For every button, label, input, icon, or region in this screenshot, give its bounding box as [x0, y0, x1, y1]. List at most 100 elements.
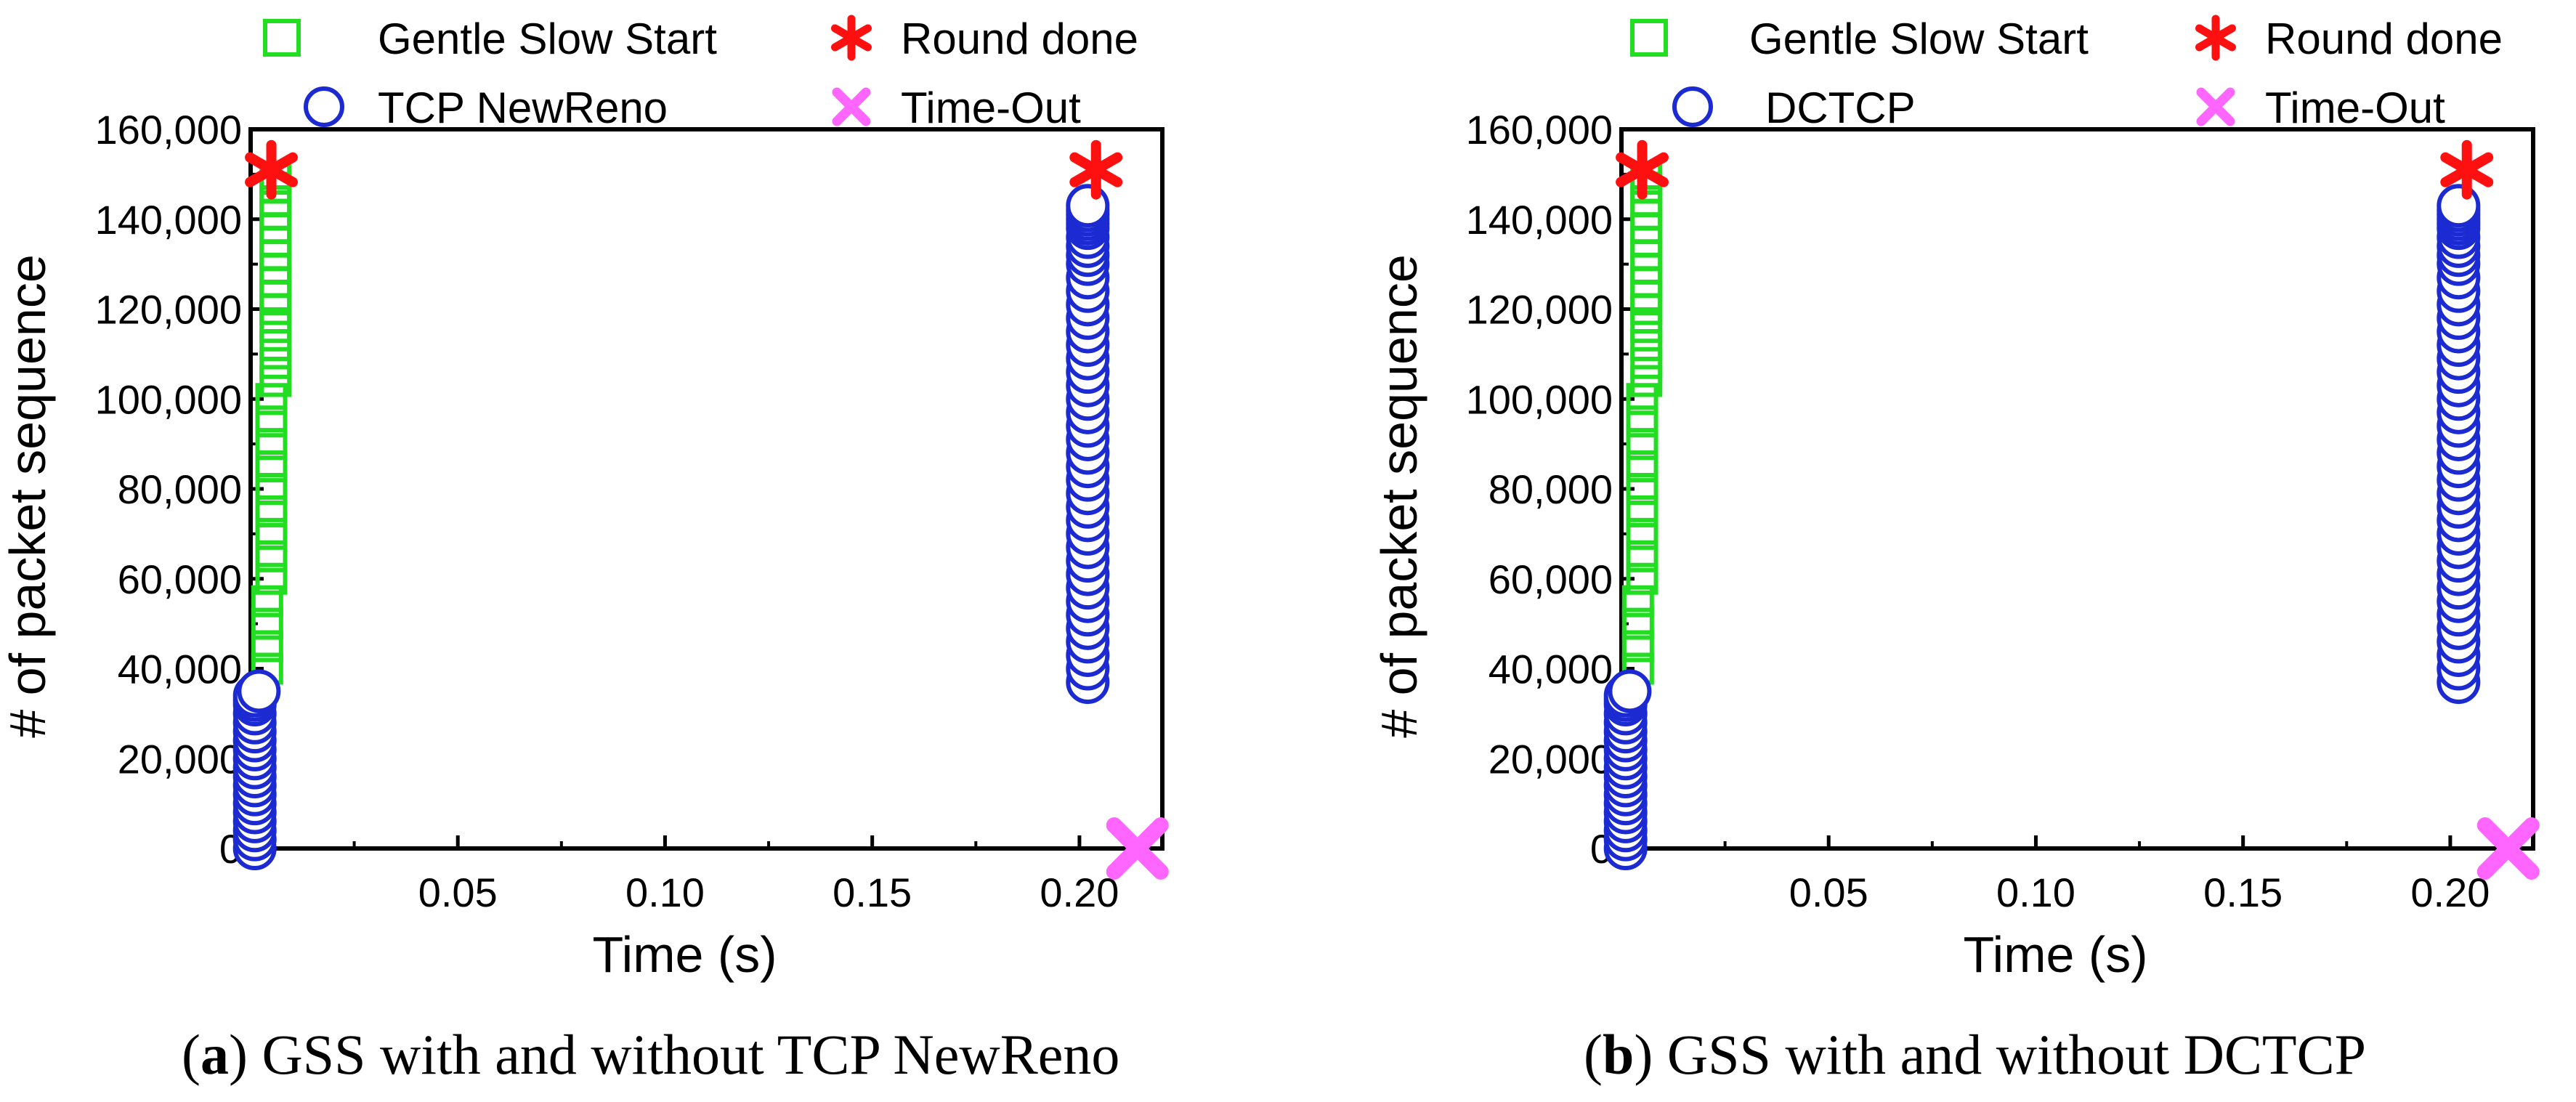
data-point [255, 562, 288, 595]
data-point [251, 607, 283, 640]
data-point [1616, 139, 1669, 200]
data-point [2476, 817, 2540, 880]
data-point [1621, 630, 1654, 663]
data-point [1626, 428, 1658, 461]
x-tick-label: 0.15 [833, 870, 912, 915]
chart-panel-a: 020,00040,00060,00080,000100,000120,0001… [0, 15, 1169, 1086]
data-point [1626, 562, 1658, 595]
legend-label: Gentle Slow Start [378, 15, 717, 63]
data-point [1630, 365, 1663, 397]
legend-marker [832, 87, 871, 126]
plot-frame [248, 127, 1165, 851]
y-tick-label: 40,000 [118, 647, 242, 692]
y-tick-label: 120,000 [95, 287, 242, 333]
data-point [1630, 329, 1663, 361]
legend-label: TCP NewReno [378, 84, 668, 132]
data-point [1630, 311, 1663, 344]
series-time-out [2476, 817, 2540, 880]
data-point [255, 517, 288, 550]
y-axis-label: # of packet sequence [0, 254, 56, 737]
data-point [259, 347, 292, 379]
data-point [255, 495, 288, 527]
x-tick-label: 0.05 [418, 870, 498, 915]
y-tick-label: 20,000 [1489, 736, 1613, 782]
y-tick-label: 100,000 [1466, 376, 1613, 422]
x-tick-label: 0.20 [1040, 870, 1119, 915]
legend-label: DCTCP [1765, 84, 1916, 132]
legend-marker [263, 19, 301, 57]
data-point [1626, 540, 1658, 572]
series-time-out [1106, 817, 1169, 880]
y-tick-label: 160,000 [1466, 107, 1613, 153]
data-point [1621, 585, 1654, 617]
legend-label: Round done [901, 15, 1138, 63]
x-axis-label: Time (s) [1963, 926, 2147, 983]
data-point [251, 585, 283, 617]
legend-marker [1672, 86, 1713, 127]
x-tick-label: 0.15 [2203, 870, 2283, 915]
data-point [2440, 139, 2494, 200]
legend-marker [830, 15, 872, 61]
data-point [1630, 347, 1663, 379]
legend-marker [1630, 19, 1668, 57]
data-point [255, 540, 288, 572]
y-tick-label: 140,000 [95, 197, 242, 243]
data-point [1106, 817, 1169, 880]
series-round-done [245, 139, 1123, 200]
chart-panel-b: 020,00040,00060,00080,000100,000120,0001… [1371, 15, 2540, 1086]
y-axis-label: # of packet sequence [1371, 254, 1427, 737]
data-point [1066, 184, 1110, 228]
legend-label: Time-Out [901, 84, 1081, 132]
data-point [251, 630, 283, 663]
legend-marker [2195, 15, 2237, 61]
legend-label: Time-Out [2265, 84, 2445, 132]
data-point [245, 139, 298, 200]
series-round-done [1616, 139, 2494, 200]
series-tcp-newreno [232, 184, 1110, 870]
x-tick-label: 0.10 [1996, 870, 2075, 915]
y-tick-label: 60,000 [1489, 556, 1613, 602]
y-tick-label: 120,000 [1466, 287, 1613, 333]
y-tick-label: 140,000 [1466, 197, 1613, 243]
data-point [1621, 607, 1654, 640]
figure-caption: (b) GSS with and without DCTCP [1584, 1023, 2366, 1086]
x-axis-label: Time (s) [592, 926, 777, 983]
data-point [255, 428, 288, 461]
y-tick-label: 100,000 [95, 376, 242, 422]
y-tick-label: 160,000 [95, 107, 242, 153]
data-point [255, 473, 288, 505]
y-tick-label: 40,000 [1489, 647, 1613, 692]
legend-marker [304, 86, 344, 127]
data-point [1069, 139, 1123, 200]
data-point [1626, 383, 1658, 416]
data-point [255, 405, 288, 438]
x-tick-label: 0.05 [1789, 870, 1868, 915]
y-tick-label: 80,000 [1489, 466, 1613, 512]
x-tick-label: 0.20 [2410, 870, 2490, 915]
y-tick-label: 60,000 [118, 556, 242, 602]
series-dctcp [1603, 184, 2481, 870]
data-point [2437, 184, 2481, 228]
data-point [255, 383, 288, 416]
figure-caption: (a) GSS with and without TCP NewReno [182, 1023, 1119, 1086]
data-point [1608, 669, 1652, 713]
y-tick-label: 20,000 [118, 736, 242, 782]
series-gentle-slow-start [1621, 163, 1663, 685]
data-point [237, 669, 281, 713]
data-point [259, 329, 292, 361]
data-point [255, 450, 288, 483]
data-point [1626, 495, 1658, 527]
data-point [259, 365, 292, 397]
data-point [1626, 473, 1658, 505]
plot-frame [1619, 127, 2535, 851]
legend-label: Round done [2265, 15, 2503, 63]
data-point [259, 311, 292, 344]
data-point [1626, 517, 1658, 550]
data-point [1626, 450, 1658, 483]
legend-marker [2196, 87, 2235, 126]
x-tick-label: 0.10 [625, 870, 705, 915]
y-tick-label: 80,000 [118, 466, 242, 512]
data-point [1626, 405, 1658, 438]
series-gentle-slow-start [251, 163, 292, 685]
